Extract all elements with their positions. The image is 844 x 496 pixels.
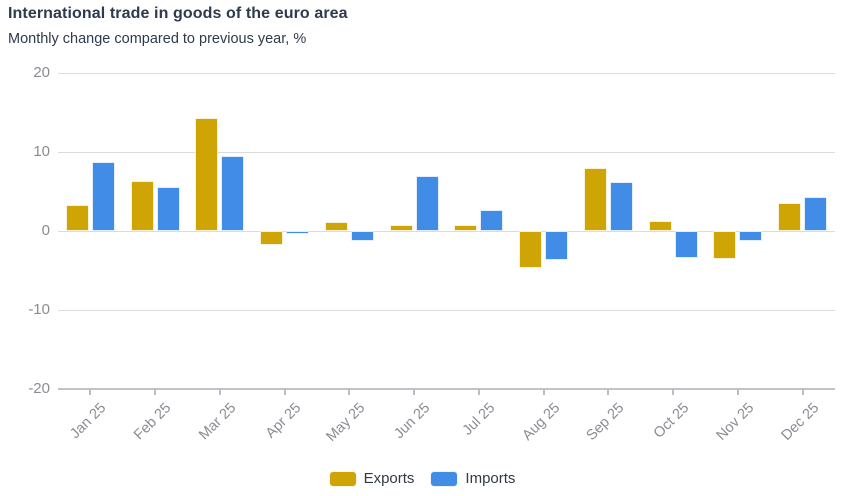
y-axis-label-20: 20 xyxy=(33,64,50,81)
plot-area: 20 10 0 -10 -20 Jan 25 Feb 25 Mar 25 Apr 25 May 2… xyxy=(28,65,835,445)
bar-imports-Sep-25 xyxy=(609,182,633,231)
legend-item-imports: Imports xyxy=(430,470,515,487)
bar-imports-Dec-25 xyxy=(804,197,828,231)
bar-imports-Aug-25 xyxy=(545,231,569,261)
bar-imports-Jun-25 xyxy=(415,176,439,231)
gridline--10 xyxy=(58,310,835,311)
y-axis-label-0: 0 xyxy=(41,222,50,239)
bar-imports-Feb-25 xyxy=(156,186,180,231)
legend: Exports Imports xyxy=(0,470,844,487)
y-axis-label--20: -20 xyxy=(28,380,50,397)
bar-imports-Apr-25 xyxy=(286,231,310,235)
gridline-20 xyxy=(58,73,835,74)
x-tick-Oct-25 xyxy=(672,389,675,395)
bar-imports-Nov-25 xyxy=(739,231,763,242)
x-tick-Sep-25 xyxy=(607,389,610,395)
bar-imports-Oct-25 xyxy=(674,231,698,258)
x-tick-May-25 xyxy=(348,389,351,395)
bar-exports-Feb-25 xyxy=(130,181,154,231)
x-tick-Jan-25 xyxy=(89,389,92,395)
x-tick-Jun-25 xyxy=(413,389,416,395)
y-axis-label--10: -10 xyxy=(28,301,50,318)
x-tick-Mar-25 xyxy=(218,389,221,395)
y-axis-label-10: 10 xyxy=(33,143,50,160)
bar-exports-Apr-25 xyxy=(260,231,284,246)
legend-label-imports: Imports xyxy=(465,470,516,487)
x-tick-Apr-25 xyxy=(283,389,286,395)
bar-imports-Jul-25 xyxy=(480,209,504,231)
bar-imports-May-25 xyxy=(350,231,374,242)
bar-exports-Sep-25 xyxy=(583,167,607,231)
x-tick-Feb-25 xyxy=(154,389,157,395)
bar-exports-Jan-25 xyxy=(65,204,89,231)
legend-swatch-exports xyxy=(328,470,357,487)
x-tick-Dec-25 xyxy=(801,389,804,395)
bar-exports-Nov-25 xyxy=(713,231,737,259)
bar-imports-Mar-25 xyxy=(221,155,245,231)
legend-label-exports: Exports xyxy=(363,470,415,487)
bar-exports-Jun-25 xyxy=(389,224,413,231)
bar-exports-Oct-25 xyxy=(648,220,672,231)
chart-title: International trade in goods of the euro… xyxy=(8,5,348,22)
legend-swatch-imports xyxy=(430,470,459,487)
gridline--20 xyxy=(58,388,835,390)
legend-item-exports: Exports xyxy=(328,470,415,487)
bar-exports-May-25 xyxy=(324,221,348,231)
bar-exports-Dec-25 xyxy=(778,202,802,231)
bar-imports-Jan-25 xyxy=(91,162,115,231)
x-tick-Aug-25 xyxy=(542,389,545,395)
chart-subtitle: Monthly change compared to previous year… xyxy=(8,31,307,47)
x-tick-Nov-25 xyxy=(736,389,739,395)
x-tick-Jul-25 xyxy=(477,389,480,395)
gridline-0 xyxy=(58,231,835,232)
bar-exports-Jul-25 xyxy=(454,225,478,231)
bar-exports-Aug-25 xyxy=(519,231,543,269)
bar-exports-Mar-25 xyxy=(195,118,219,231)
gridline-10 xyxy=(58,152,835,153)
